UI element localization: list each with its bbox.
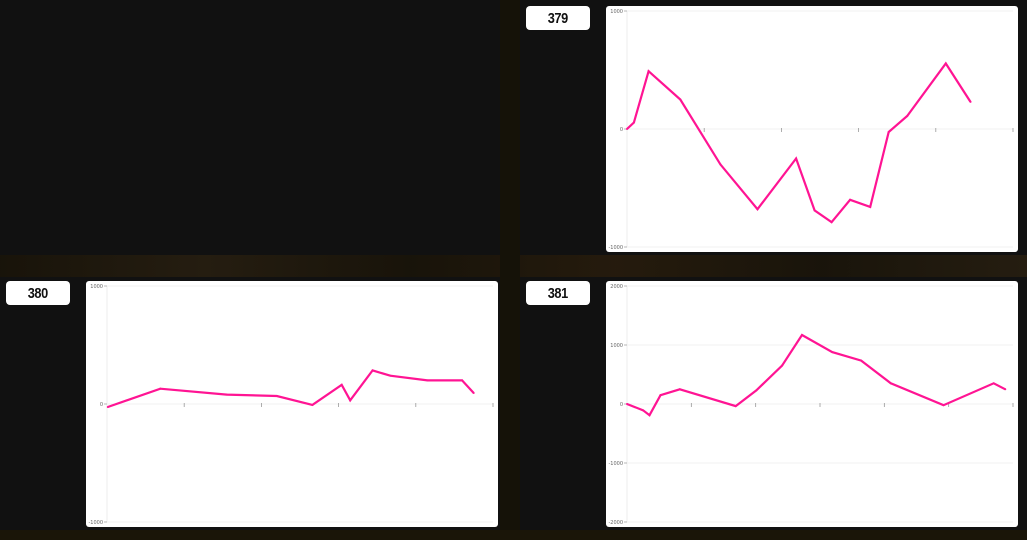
data-point	[734, 405, 737, 408]
chart-svg: -1000 0 1000	[88, 284, 494, 526]
data-point	[755, 389, 758, 392]
background-divider	[500, 0, 520, 540]
y-tick-label: 2000	[610, 284, 623, 290]
data-point	[389, 374, 392, 377]
data-point	[371, 369, 374, 372]
y-tick-label: -1000	[608, 461, 623, 467]
chart-label-text: 380	[27, 284, 49, 302]
data-point	[992, 382, 995, 385]
data-point	[632, 121, 635, 124]
data-point	[889, 382, 892, 385]
data-point	[426, 379, 429, 382]
data-point	[849, 198, 852, 201]
chart-label-text: 379	[547, 9, 569, 27]
series-line	[626, 333, 1006, 417]
background-bottom-strip	[0, 530, 1027, 540]
data-point	[942, 404, 945, 407]
data-point	[944, 62, 947, 65]
data-point	[626, 403, 628, 405]
data-point	[860, 359, 863, 362]
series-line	[626, 61, 972, 224]
data-point	[106, 405, 109, 408]
data-point	[679, 98, 682, 101]
data-point	[756, 208, 759, 211]
data-point	[781, 364, 784, 367]
line-chart-381: -2000 -1000 0 1000 2000	[606, 281, 1018, 527]
y-tick-label: 0	[100, 402, 103, 408]
line-chart-380: -1000 0 1000	[86, 281, 498, 527]
data-point	[795, 157, 798, 160]
chart-svg: -2000 -1000 0 1000 2000	[608, 284, 1014, 526]
data-point	[225, 393, 228, 396]
data-point	[969, 100, 972, 103]
data-point	[642, 409, 645, 412]
y-tick-label: 1000	[90, 284, 103, 290]
data-point	[813, 209, 816, 212]
data-point	[472, 392, 475, 395]
data-point	[887, 130, 890, 133]
data-point	[678, 388, 681, 391]
line-chart-379: -1000 0 1000	[606, 6, 1018, 252]
data-point	[349, 399, 352, 402]
chart-label-379: 379	[526, 6, 590, 30]
chart-label-381: 381	[526, 281, 590, 305]
empty-panel	[0, 0, 500, 255]
chart-label-text: 381	[547, 284, 569, 302]
y-tick-label: 0	[620, 127, 623, 133]
data-point	[719, 163, 722, 166]
series-line	[107, 369, 475, 409]
y-tick-label: 0	[620, 402, 623, 408]
data-point	[659, 394, 662, 397]
y-tick-label: -1000	[608, 245, 623, 251]
data-point	[830, 221, 833, 224]
data-point	[626, 128, 628, 130]
data-point	[869, 205, 872, 208]
data-point	[340, 383, 343, 386]
chart-label-380: 380	[6, 281, 70, 305]
data-point	[648, 414, 651, 417]
data-point	[831, 351, 834, 354]
data-point	[906, 115, 909, 118]
data-point	[1004, 388, 1007, 391]
data-point	[159, 387, 162, 390]
data-point	[275, 394, 278, 397]
y-tick-label: -1000	[88, 520, 103, 526]
chart-svg: -1000 0 1000	[608, 9, 1014, 251]
y-tick-label: -2000	[608, 520, 623, 526]
y-tick-label: 1000	[610, 343, 623, 349]
data-point	[800, 333, 803, 336]
data-point	[311, 403, 314, 406]
y-tick-label: 1000	[610, 9, 623, 15]
data-point	[461, 379, 464, 382]
data-point	[647, 70, 650, 73]
